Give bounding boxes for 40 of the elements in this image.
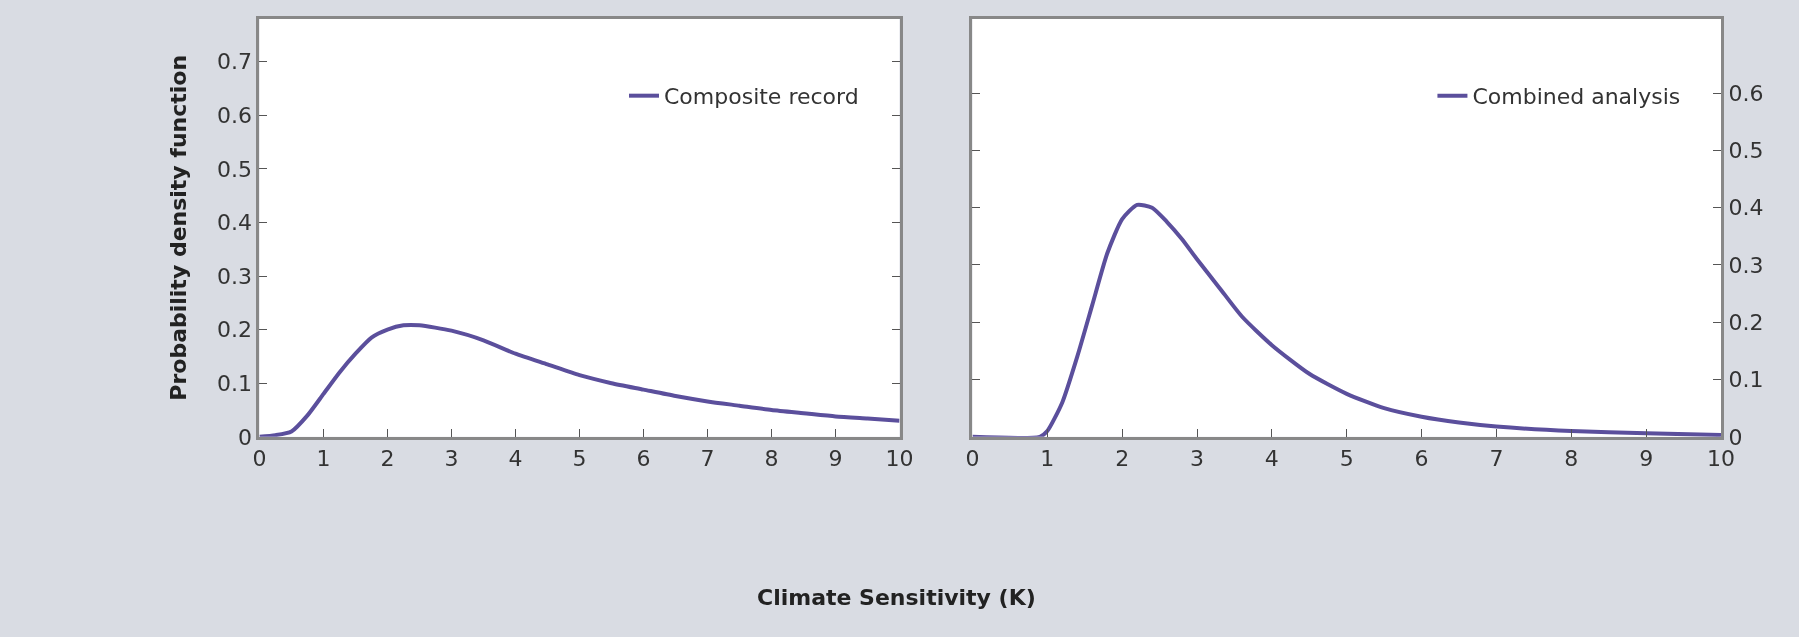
x-tick-label: 8 [1564,446,1579,472]
x-tick-label: 6 [636,446,651,472]
y-tick-label: 0 [238,424,253,450]
x-tick-label: 0 [965,446,980,472]
y2-tick-label: 0.3 [1728,252,1764,278]
x-tick-label: 4 [508,446,523,472]
legend-label: Composite record [664,84,859,110]
x-tick-label: 9 [1639,446,1654,472]
x-tick-label: 1 [1040,446,1055,472]
y2-tick-label: 0.2 [1728,309,1764,335]
line-series [259,323,900,437]
x-axis-title: Climate Sensitivity (K) [757,585,1036,610]
y2-tick-label: 0.4 [1728,195,1764,221]
y-tick-label: 0.1 [217,370,253,396]
y2-tick-label: 0.5 [1728,138,1764,164]
y-tick-label: 0.7 [217,49,253,75]
legend-label: Combined analysis [1472,84,1681,110]
x-tick-label: 1 [316,446,331,472]
y-tick-label: 0.5 [217,156,253,182]
x-tick-label: 2 [380,446,395,472]
x-tick-label: 4 [1264,446,1279,472]
x-tick-label: 3 [1190,446,1205,472]
x-tick-label: 2 [1115,446,1130,472]
x-tick-label: 5 [1339,446,1354,472]
y2-tick-label: 0.6 [1728,80,1764,106]
x-tick-label: 5 [572,446,587,472]
y-tick-label: 0.6 [217,102,253,128]
y-axis-title: Probability density function [165,54,191,401]
y-tick-label: 0.2 [217,317,253,343]
x-tick-label: 3 [444,446,459,472]
x-tick-label: 9 [828,446,843,472]
y2-tick-label: 0.1 [1728,367,1764,393]
x-tick-label: 6 [1414,446,1429,472]
x-tick-label: 10 [885,446,914,472]
x-tick-label: 7 [700,446,715,472]
x-tick-label: 7 [1489,446,1504,472]
x-tick-label: 8 [764,446,779,472]
y-tick-label: 0.3 [217,263,253,289]
line-series [972,202,1721,437]
y-tick-label: 0.4 [217,210,253,236]
